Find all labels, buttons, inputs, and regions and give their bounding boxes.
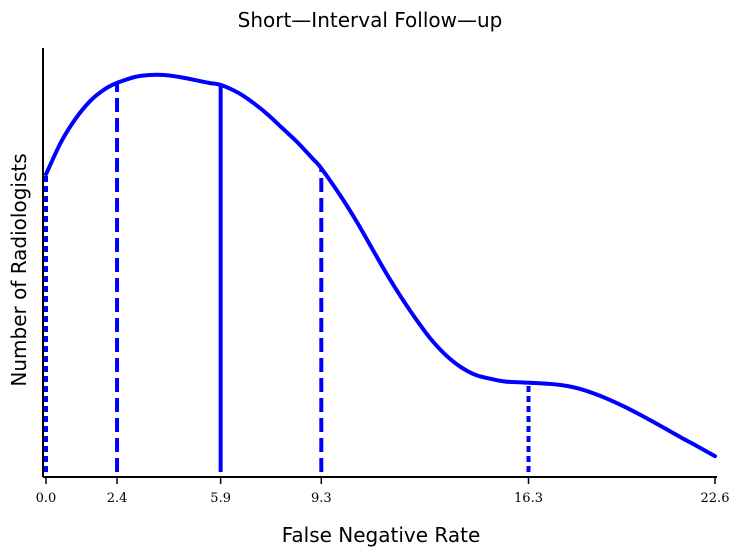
x-ticks: 0.0 2.4 5.9 9.3 16.3 22.6 — [36, 477, 730, 506]
x-tick-label: 22.6 — [701, 491, 730, 506]
y-axis-label: Number of Radiologists — [7, 153, 31, 386]
x-axis-label: False Negative Rate — [282, 523, 481, 547]
reference-lines — [44, 82, 531, 472]
x-tick-label: 2.4 — [107, 491, 128, 506]
density-curve — [44, 72, 717, 459]
x-tick-label: 16.3 — [514, 491, 543, 506]
x-tick-label: 0.0 — [36, 491, 57, 506]
x-tick-label: 5.9 — [210, 491, 231, 506]
chart-title: Short—Interval Follow—up — [238, 8, 503, 32]
x-tick-label: 9.3 — [311, 491, 332, 506]
